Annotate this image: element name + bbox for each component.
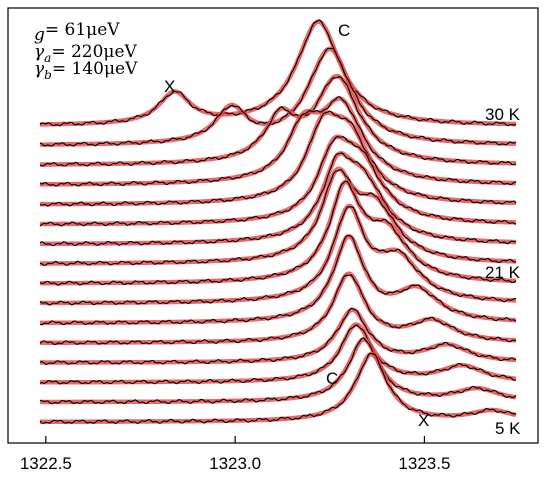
experiment-trace-1 <box>39 47 517 147</box>
experiment-trace-15 <box>39 352 517 425</box>
fit-trace-10 <box>39 233 517 326</box>
experiment-trace-5 <box>39 135 517 227</box>
experiment-trace-6 <box>39 152 517 247</box>
fit-trace-13 <box>39 322 517 385</box>
annotation-x-top: X <box>164 77 175 96</box>
x-tick-label-2: 1323.5 <box>398 454 450 473</box>
experiment-trace-13 <box>39 324 517 385</box>
experiment-trace-12 <box>39 307 517 366</box>
experiment-trace-10 <box>39 234 517 326</box>
temp-label-30k: 30 K <box>485 105 521 124</box>
param-g: g= 61μeV <box>34 20 120 45</box>
x-axis-ticks: 1322.5 1323.0 1323.5 <box>20 436 450 473</box>
x-tick-label-0: 1322.5 <box>20 454 72 473</box>
param-gamma-b: γb= 140μeV <box>34 59 138 82</box>
experiment-trace-2 <box>39 75 517 167</box>
parameter-box: g= 61μeV γa= 220μeV γb= 140μeV <box>34 20 138 82</box>
experiment-trace-4 <box>39 110 517 207</box>
fit-trace-6 <box>39 151 517 247</box>
annotation-c-top: C <box>338 21 350 40</box>
temp-label-21k: 21 K <box>485 263 521 282</box>
peak-annotations: C X C X <box>164 21 429 430</box>
x-tick-label-1: 1323.0 <box>209 454 261 473</box>
experiment-trace-7 <box>39 169 517 266</box>
experiment-trace-8 <box>39 180 517 286</box>
annotation-c-bottom: C <box>326 369 338 388</box>
temp-label-5k: 5 K <box>495 419 521 438</box>
experiment-trace-11 <box>39 274 517 345</box>
temperature-labels: 30 K 21 K 5 K <box>485 105 521 438</box>
experiment-trace-0 <box>39 19 517 127</box>
spectra-traces <box>39 19 517 425</box>
annotation-x-bottom: X <box>418 411 429 430</box>
experiment-trace-3 <box>39 95 517 187</box>
param-gamma-a: γa= 220μeV <box>34 42 138 65</box>
experiment-trace-14 <box>39 337 517 405</box>
plot-frame <box>7 7 539 444</box>
experiment-trace-9 <box>39 206 516 306</box>
